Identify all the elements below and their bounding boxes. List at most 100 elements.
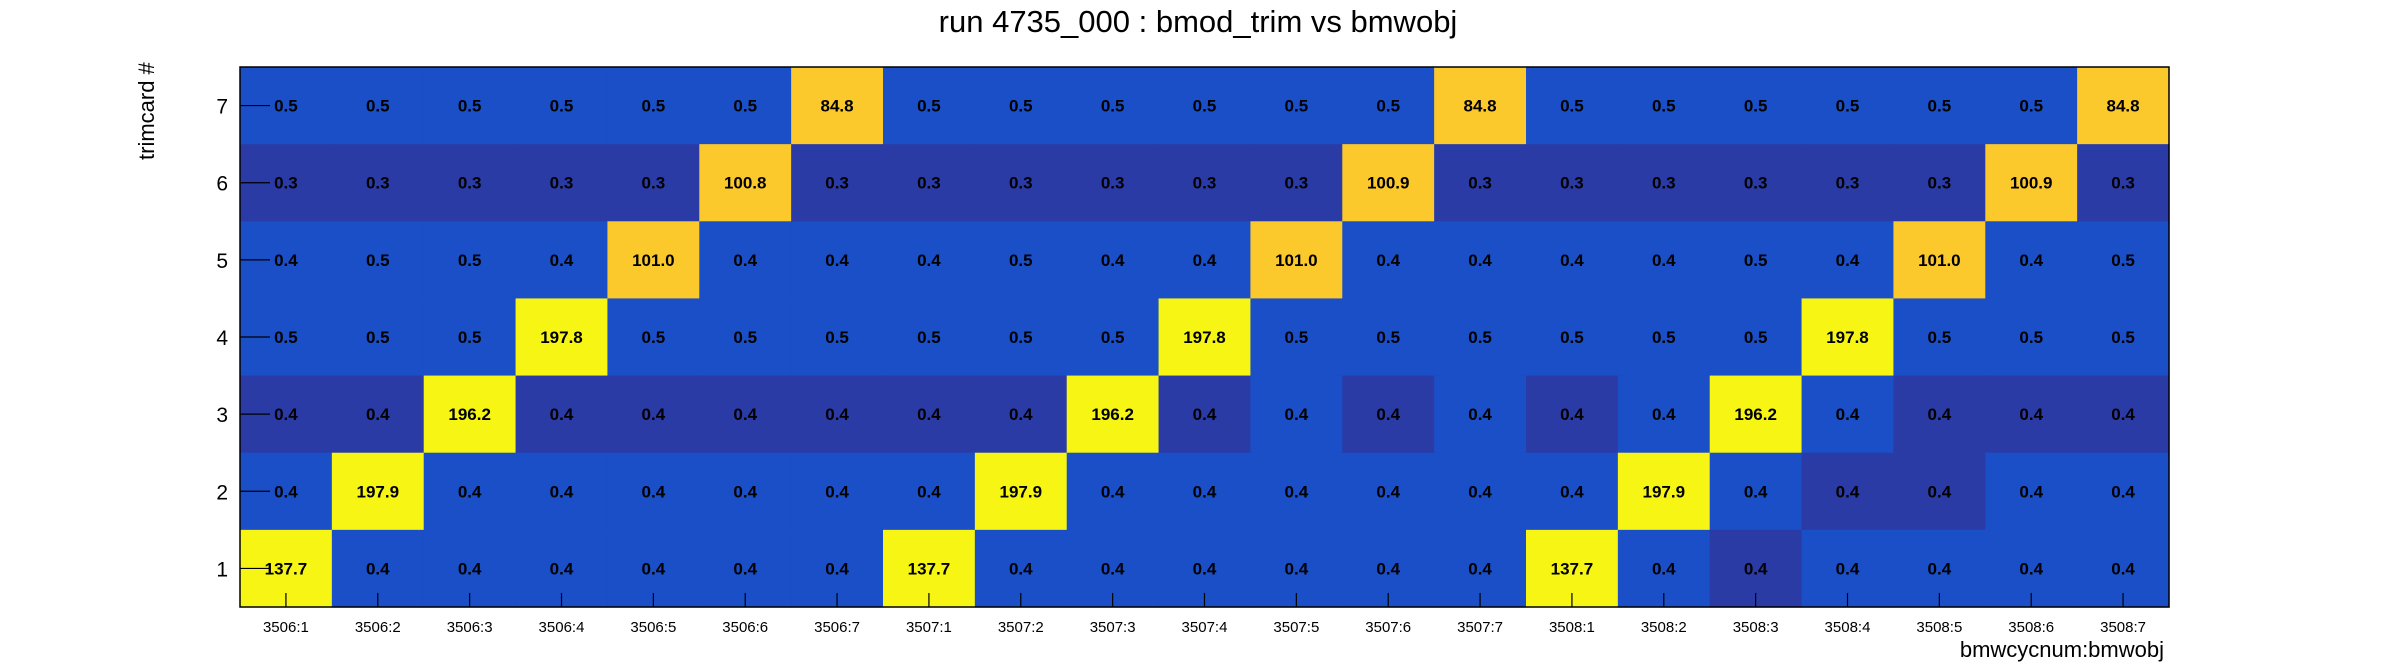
- cell-value-label: 0.4: [366, 559, 390, 578]
- cell-value-label: 0.4: [1193, 482, 1217, 501]
- heatmap-cell: [791, 452, 884, 531]
- heatmap-cell: [1709, 375, 1803, 454]
- y-tick-label: 5: [216, 250, 228, 273]
- cell-value-label: 0.3: [1744, 174, 1768, 193]
- heatmap-cell: [1801, 298, 1895, 377]
- heatmap-cell: [1709, 452, 1803, 531]
- cell-value-label: 0.4: [1193, 251, 1217, 270]
- heatmap-cell: [1893, 221, 1986, 300]
- heatmap-cell: [1066, 375, 1160, 454]
- heatmap-cell: [883, 298, 976, 377]
- cell-value-label: 0.4: [642, 559, 666, 578]
- heatmap-cell: [1893, 144, 1986, 222]
- heatmap-cell: [2077, 298, 2170, 377]
- cell-value-label: 0.4: [458, 482, 482, 501]
- heatmap-cell: [2077, 375, 2170, 454]
- heatmap-cell: [1985, 298, 2078, 377]
- heatmap-cell: [1893, 452, 1986, 531]
- heatmap-cell: [1066, 298, 1160, 377]
- cell-value-label: 0.4: [642, 482, 666, 501]
- heatmap-cell: [423, 144, 517, 222]
- cell-value-label: 0.4: [1560, 251, 1584, 270]
- heatmap-cell: [974, 452, 1068, 531]
- heatmap-cell: [1617, 144, 1711, 222]
- cell-value-label: 0.3: [458, 174, 482, 193]
- cell-value-label: 0.4: [2019, 482, 2043, 501]
- heatmap-cell: [331, 452, 425, 531]
- cell-value-label: 0.4: [1836, 559, 1860, 578]
- heatmap-cell: [883, 221, 976, 300]
- cell-value-label: 0.5: [1744, 251, 1768, 270]
- cell-value-label: 0.3: [1560, 174, 1584, 193]
- cell-value-label: 0.4: [1468, 559, 1492, 578]
- heatmap-cell: [1985, 452, 2078, 531]
- heatmap-cell: [515, 144, 609, 222]
- cell-value-label: 0.5: [1652, 328, 1676, 347]
- cell-value-label: 0.3: [1836, 174, 1860, 193]
- heatmap-cell: [699, 375, 792, 454]
- cell-value-label: 137.7: [265, 559, 308, 578]
- y-tick-label: 2: [216, 481, 228, 504]
- heatmap-cell: [1342, 221, 1435, 300]
- cell-value-label: 0.4: [1285, 482, 1309, 501]
- cell-value-label: 0.5: [1376, 97, 1400, 116]
- cell-value-label: 0.4: [1193, 559, 1217, 578]
- heatmap-cell: [1893, 67, 1986, 145]
- heatmap-cell: [1434, 67, 1527, 145]
- cell-value-label: 197.8: [1183, 328, 1226, 347]
- heatmap-cell: [1250, 67, 1343, 145]
- cell-value-label: 196.2: [448, 405, 491, 424]
- cell-value-label: 0.4: [1101, 482, 1125, 501]
- x-axis: 3506:1 3506:2 3506:3 3506:4 3506:5 3506:6 3506…: [263, 593, 2146, 636]
- heatmap-cell: [1434, 298, 1527, 377]
- cell-value-label: 0.5: [1285, 328, 1309, 347]
- cell-value-label: 0.5: [458, 97, 482, 116]
- cell-value-label: 0.5: [1744, 97, 1768, 116]
- cell-value-label: 0.4: [1928, 405, 1952, 424]
- cell-value-label: 0.4: [2019, 559, 2043, 578]
- heatmap-cell: [423, 221, 517, 300]
- heatmap-cell: [1342, 375, 1435, 454]
- heatmap-cell: [699, 452, 792, 531]
- cell-value-label: 0.5: [1468, 328, 1492, 347]
- cell-value-label: 0.5: [642, 328, 666, 347]
- heatmap-cell: [1617, 298, 1711, 377]
- heatmap-cell: [791, 67, 884, 145]
- heatmap-cell: [607, 298, 700, 377]
- heatmap-cell: [699, 298, 792, 377]
- heatmap-cell: [1158, 67, 1252, 145]
- heatmap-cell: [883, 452, 976, 531]
- x-tick-label: 3507:5: [1273, 619, 1319, 636]
- heatmap-cell: [1158, 221, 1252, 300]
- heatmap-cell: [607, 144, 700, 222]
- cell-value-label: 0.4: [1468, 251, 1492, 270]
- heatmap-cell: [515, 452, 609, 531]
- cell-value-label: 0.5: [825, 328, 849, 347]
- cell-value-label: 0.5: [366, 251, 390, 270]
- cell-value-label: 0.4: [274, 482, 298, 501]
- x-tick-label: 3508:2: [1641, 619, 1687, 636]
- cell-value-label: 0.4: [550, 405, 574, 424]
- cell-value-label: 0.3: [642, 174, 666, 193]
- cell-value-label: 0.5: [1193, 97, 1217, 116]
- cell-value-label: 0.4: [917, 251, 941, 270]
- heatmap-cell: [1801, 452, 1895, 531]
- cell-value-label: 0.4: [458, 559, 482, 578]
- cell-value-label: 0.4: [1744, 559, 1768, 578]
- cell-value-label: 0.5: [1928, 97, 1952, 116]
- x-tick-label: 3507:4: [1182, 619, 1228, 636]
- heatmap-cell: [1250, 375, 1343, 454]
- cell-value-label: 0.4: [274, 405, 298, 424]
- cell-value-label: 0.3: [1101, 174, 1125, 193]
- cell-value-label: 101.0: [632, 251, 675, 270]
- cell-value-label: 0.5: [917, 97, 941, 116]
- cell-value-label: 0.5: [1009, 328, 1033, 347]
- cell-value-label: 0.4: [550, 482, 574, 501]
- cell-value-label: 0.4: [274, 251, 298, 270]
- chart-title: run 4735_000 : bmod_trim vs bmwobj: [939, 4, 1458, 39]
- cell-value-label: 0.4: [1101, 251, 1125, 270]
- heatmap-cell: [1066, 67, 1160, 145]
- heatmap-cell: [1526, 452, 1619, 531]
- cell-value-label: 100.8: [724, 174, 767, 193]
- cell-value-label: 0.5: [1009, 251, 1033, 270]
